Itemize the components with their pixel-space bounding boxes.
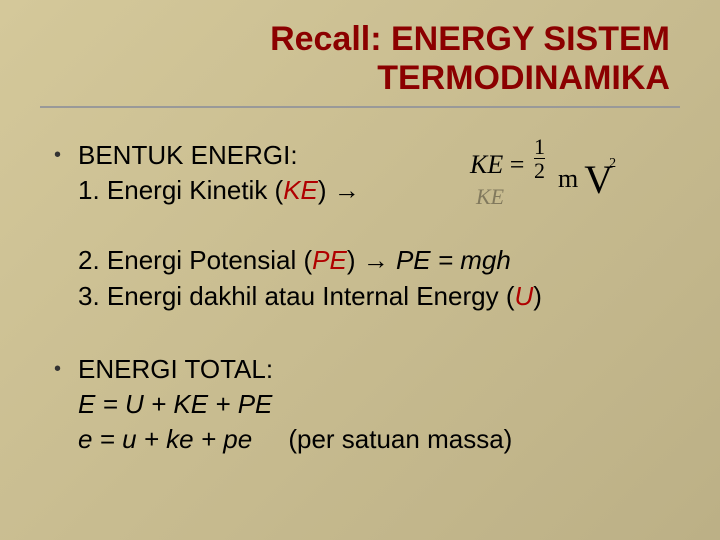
bullet-2-heading: ENERGI TOTAL: [78,352,680,387]
slide-title: Recall: ENERGY SISTEM TERMODINAMIKA [40,20,680,108]
title-line-2: TERMODINAMIKA [377,59,670,97]
bullet-1-line-3: 3. Energi dakhil atau Internal Energy (U… [78,279,680,314]
bullet-2-line-1: E = U + KE + PE [78,387,680,422]
formula-fraction: 1 2 [534,136,545,182]
var-ke: KE [283,175,318,205]
title-line-1: Recall: ENERGY SISTEM [270,20,670,58]
var-pe: PE [312,245,347,275]
var-u: U [514,281,533,311]
formula-lhs: KE = [470,150,524,180]
bullet-2-line-2: e = u + ke + pe (per satuan massa) [78,422,680,457]
slide-container: Recall: ENERGY SISTEM TERMODINAMIKA BENT… [0,0,720,540]
bullet-2: ENERGI TOTAL: E = U + KE + PE e = u + ke… [50,352,680,457]
spacer [78,208,680,243]
formula-mv: mV2 [558,150,614,197]
bullet-1-line-2: 2. Energi Potensial (PE) → PE = mgh [78,243,680,278]
ke-formula: KE = 1 2 mV2 KE [470,132,660,202]
formula-shadow: KE [476,184,504,210]
formula-pe: PE = mgh [396,245,511,275]
